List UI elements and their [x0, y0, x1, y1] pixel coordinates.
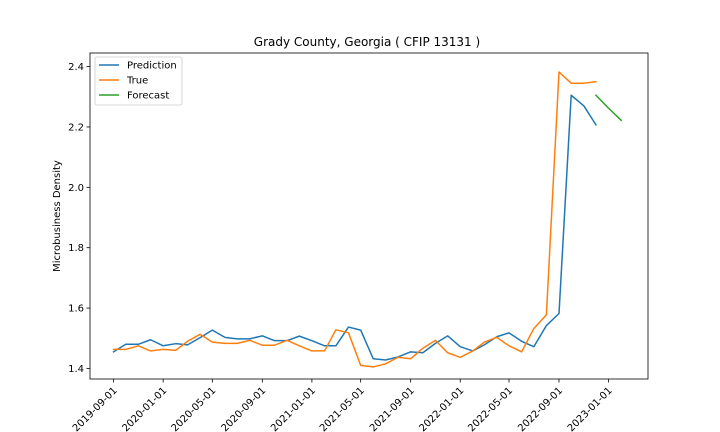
- y-tick-label: 1.4: [68, 364, 84, 375]
- y-tick-label: 2.0: [68, 183, 84, 194]
- legend-label-prediction: Prediction: [127, 61, 177, 72]
- legend-label-forecast: Forecast: [127, 91, 169, 102]
- series-line-true: [112, 71, 597, 368]
- chart-title: Grady County, Georgia ( CFIP 13131 ): [254, 35, 480, 49]
- series-line-forecast: [594, 94, 623, 122]
- series-layer: [112, 71, 623, 368]
- y-axis-label: Microbusiness Density: [52, 160, 63, 272]
- y-axis: 1.4 1.6 1.8 2.0 2.2 2.4: [68, 62, 90, 375]
- legend-box: [94, 56, 183, 106]
- y-tick-label: 2.4: [68, 62, 84, 73]
- y-tick-label: 1.8: [68, 243, 84, 254]
- plot-frame: [89, 52, 649, 380]
- series-line-prediction: [112, 94, 598, 361]
- y-tick-label: 1.6: [68, 304, 84, 315]
- legend: Prediction True Forecast: [94, 56, 183, 106]
- legend-label-true: True: [126, 76, 148, 87]
- y-tick-label: 2.2: [68, 122, 84, 133]
